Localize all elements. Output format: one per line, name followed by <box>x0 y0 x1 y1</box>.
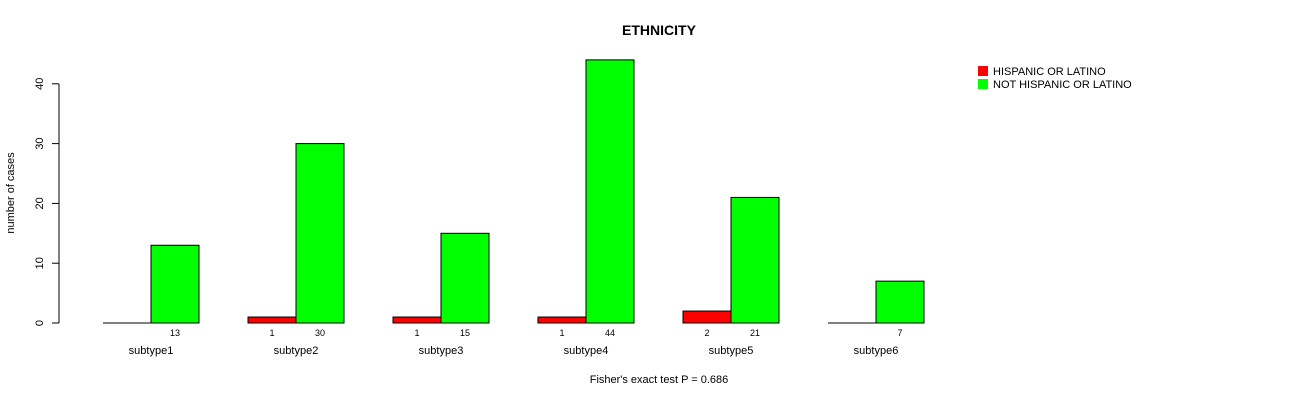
bar-group-subtype5: 2 21 subtype5 <box>682 196 780 357</box>
legend-swatch <box>978 66 988 76</box>
bar <box>247 316 297 324</box>
bar-group-subtype1: 13 subtype1 <box>103 244 200 357</box>
bar-value-label: 21 <box>750 328 760 338</box>
bar <box>682 310 732 324</box>
bar-value-label: 2 <box>704 328 709 338</box>
y-tick-label: 40 <box>34 78 46 90</box>
bar-value-label: 15 <box>460 328 470 338</box>
bar-value-label: 1 <box>414 328 419 338</box>
category-label: subtype3 <box>419 345 464 357</box>
bar-group-subtype2: 1 30 subtype2 <box>247 143 345 357</box>
category-label: subtype5 <box>709 345 754 357</box>
bar-value-label: 1 <box>559 328 564 338</box>
y-tick-label: 0 <box>34 320 46 326</box>
y-axis-label: number of cases <box>5 152 17 234</box>
legend-swatch <box>978 79 988 89</box>
bar-value-label: 44 <box>605 328 615 338</box>
chart-title: ETHNICITY <box>622 22 697 38</box>
category-label: subtype1 <box>129 345 174 357</box>
bar <box>150 244 200 324</box>
category-label: subtype4 <box>564 345 609 357</box>
bar <box>730 196 780 324</box>
bar-group-subtype3: 1 15 subtype3 <box>392 232 490 357</box>
bar-value-label: 30 <box>315 328 325 338</box>
y-tick-label: 10 <box>34 257 46 269</box>
y-axis-ticks: 0 10 20 30 40 <box>34 78 59 326</box>
category-label: subtype6 <box>854 345 899 357</box>
bar <box>440 232 490 324</box>
y-tick-label: 20 <box>34 197 46 209</box>
y-tick-label: 30 <box>34 137 46 149</box>
bar-value-label: 1 <box>269 328 274 338</box>
bar-group-subtype6: 7 subtype6 <box>828 280 925 357</box>
category-label: subtype2 <box>274 345 319 357</box>
bar <box>392 316 442 324</box>
bar <box>537 316 587 324</box>
bar <box>295 143 345 324</box>
legend-label: HISPANIC OR LATINO <box>993 66 1106 78</box>
legend-label: NOT HISPANIC OR LATINO <box>993 79 1132 91</box>
bar-group-subtype4: 1 44 subtype4 <box>537 59 635 357</box>
bar <box>875 280 925 324</box>
bar <box>585 59 635 324</box>
x-axis-label: Fisher's exact test P = 0.686 <box>590 374 729 386</box>
bar-value-label: 13 <box>170 328 180 338</box>
bar-value-label: 7 <box>897 328 902 338</box>
